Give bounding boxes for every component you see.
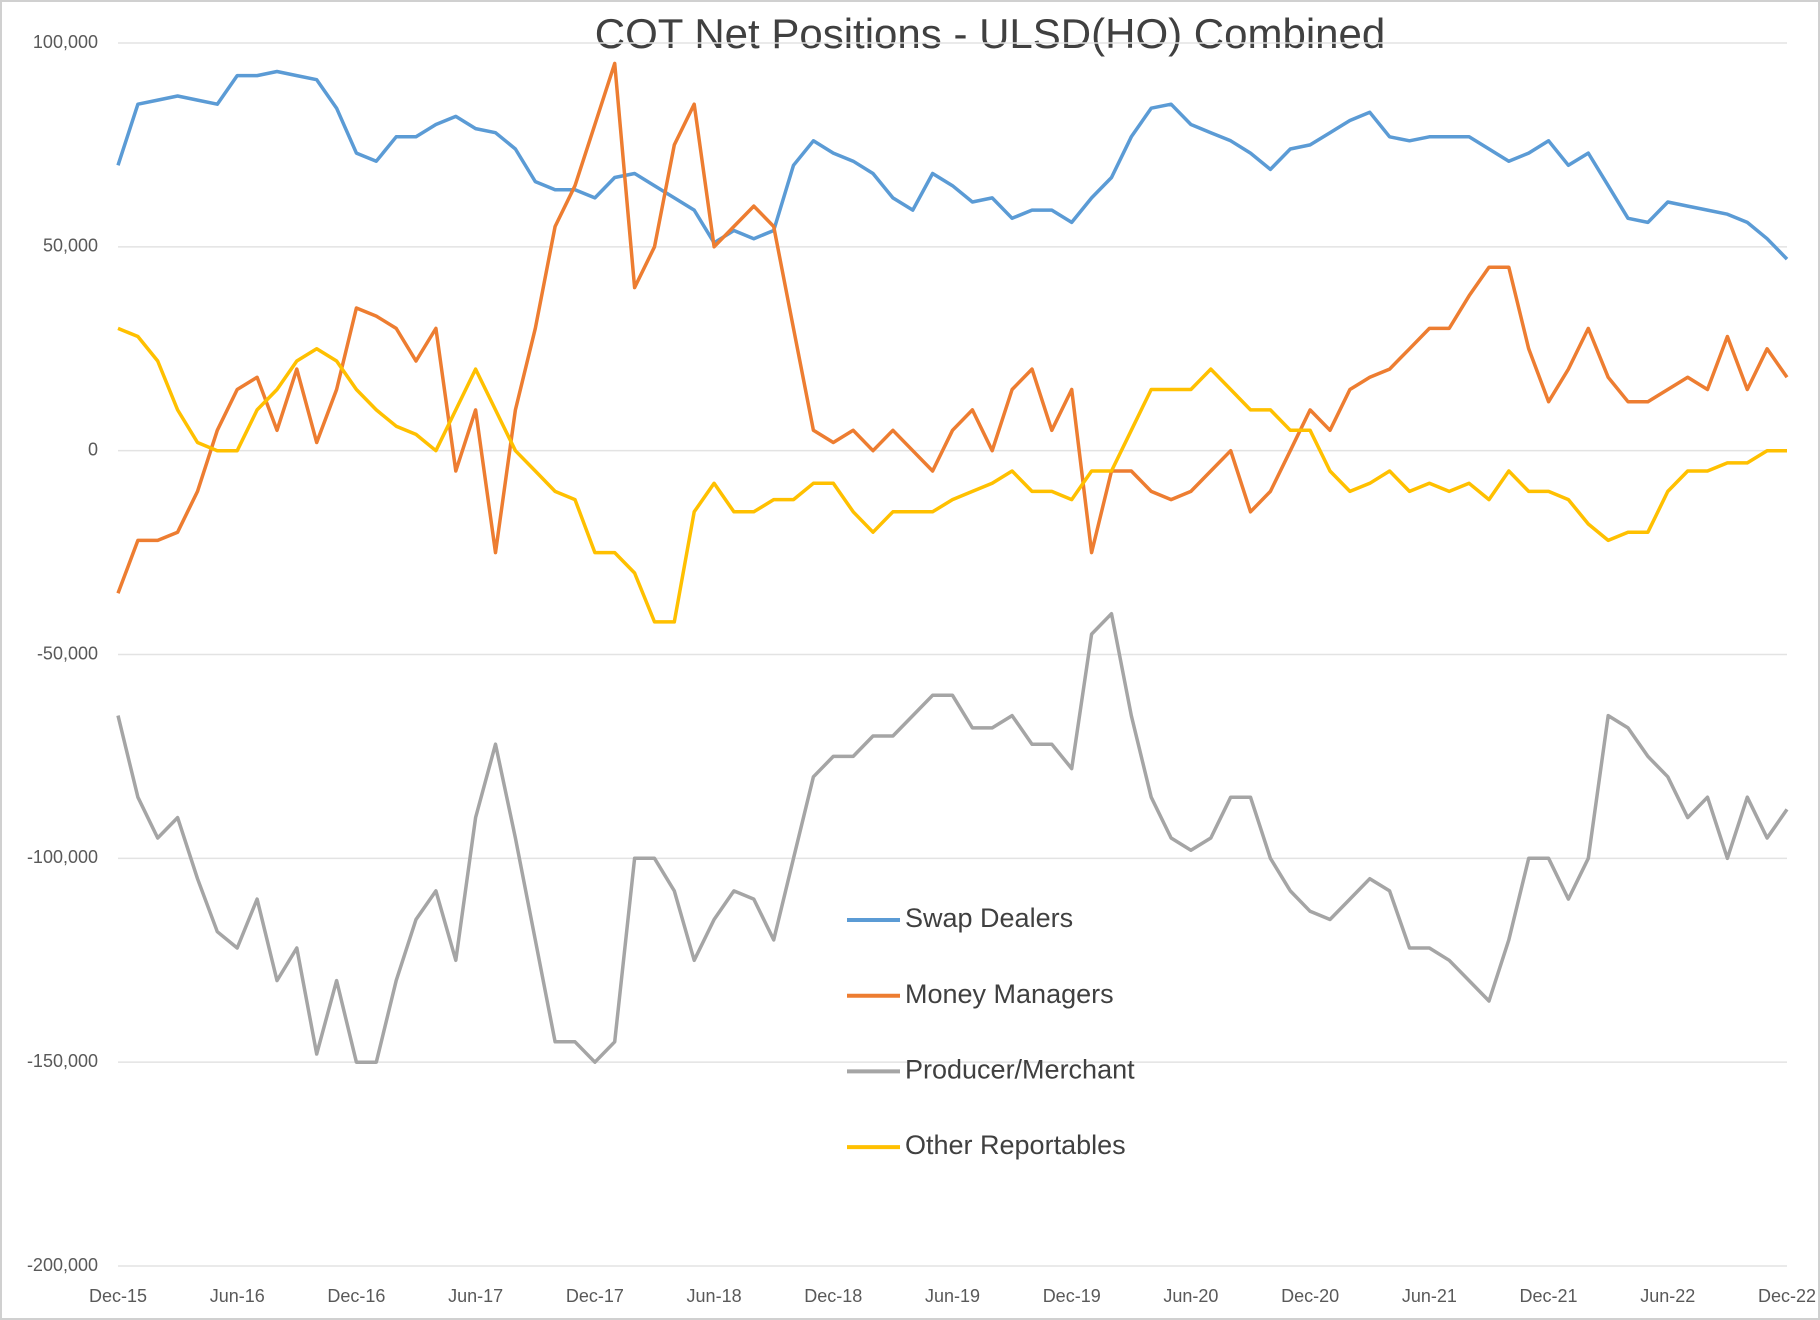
x-tick-label: Dec-15	[89, 1286, 147, 1306]
x-tick-label: Jun-16	[210, 1286, 265, 1306]
x-tick-label: Jun-21	[1402, 1286, 1457, 1306]
y-tick-label: -100,000	[27, 847, 98, 867]
x-tick-label: Jun-20	[1163, 1286, 1218, 1306]
x-tick-label: Dec-16	[327, 1286, 385, 1306]
x-tick-label: Jun-19	[925, 1286, 980, 1306]
series-line	[116, 611, 1789, 1064]
y-tick-label: -150,000	[27, 1051, 98, 1071]
y-tick-label: -200,000	[27, 1255, 98, 1275]
x-tick-label: Jun-18	[687, 1286, 742, 1306]
legend-label: Swap Dealers	[905, 903, 1073, 933]
legend-label: Other Reportables	[905, 1130, 1126, 1160]
x-tick-label: Jun-17	[448, 1286, 503, 1306]
x-tick-label: Jun-22	[1640, 1286, 1695, 1306]
series-line	[116, 61, 1789, 594]
x-tick-label: Dec-17	[566, 1286, 624, 1306]
x-tick-label: Dec-18	[804, 1286, 862, 1306]
x-tick-label: Dec-21	[1520, 1286, 1578, 1306]
chart-title: COT Net Positions - ULSD(HO) Combined	[595, 10, 1385, 57]
y-tick-label: 50,000	[43, 236, 98, 256]
y-tick-label: 100,000	[33, 32, 98, 52]
series-line	[117, 326, 1787, 624]
series-line	[116, 69, 1789, 261]
legend-label: Money Managers	[905, 979, 1114, 1009]
x-tick-label: Dec-19	[1043, 1286, 1101, 1306]
y-tick-label: -50,000	[37, 643, 98, 663]
y-tick-label: 0	[88, 439, 98, 459]
x-tick-label: Dec-22	[1758, 1286, 1816, 1306]
legend-label: Producer/Merchant	[905, 1055, 1135, 1085]
x-tick-label: Dec-20	[1281, 1286, 1339, 1306]
